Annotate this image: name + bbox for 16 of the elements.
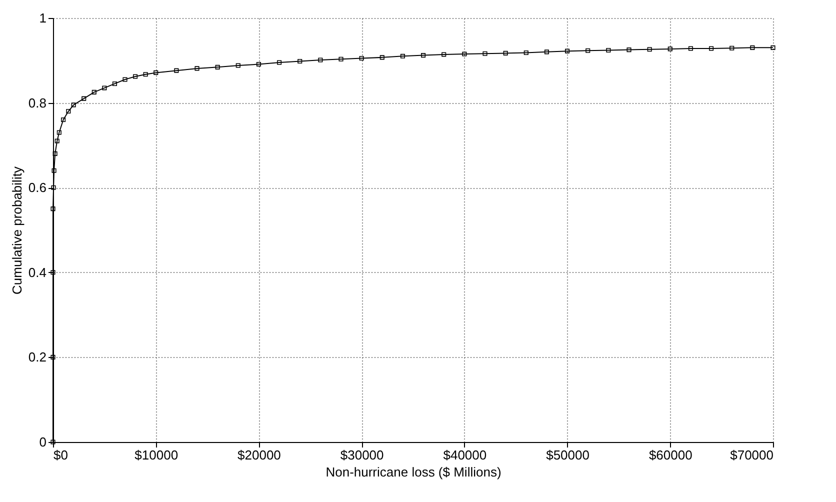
y-tick-label: 1 xyxy=(39,10,46,26)
y-tick-label: 0.4 xyxy=(28,264,46,280)
y-axis-title: Cumulative probability xyxy=(9,166,24,294)
x-tick-label: $40000 xyxy=(443,448,487,462)
x-tick-label: $30000 xyxy=(340,448,384,462)
y-tick-label: 0.8 xyxy=(28,95,46,110)
x-tick-label: $10000 xyxy=(134,448,178,462)
x-tick-label: $70000 xyxy=(730,448,774,462)
x-tick-label: $60000 xyxy=(648,448,692,462)
x-axis-title: Non-hurricane loss ($ Millions) xyxy=(326,464,502,480)
y-tick-label: 0.6 xyxy=(28,180,46,196)
y-tick-label: 0.2 xyxy=(28,350,46,365)
y-tick-label: 0 xyxy=(39,434,46,450)
x-tick-label: $0 xyxy=(54,448,68,462)
x-tick-label: $20000 xyxy=(238,448,281,462)
x-tick-label: $50000 xyxy=(546,448,590,462)
